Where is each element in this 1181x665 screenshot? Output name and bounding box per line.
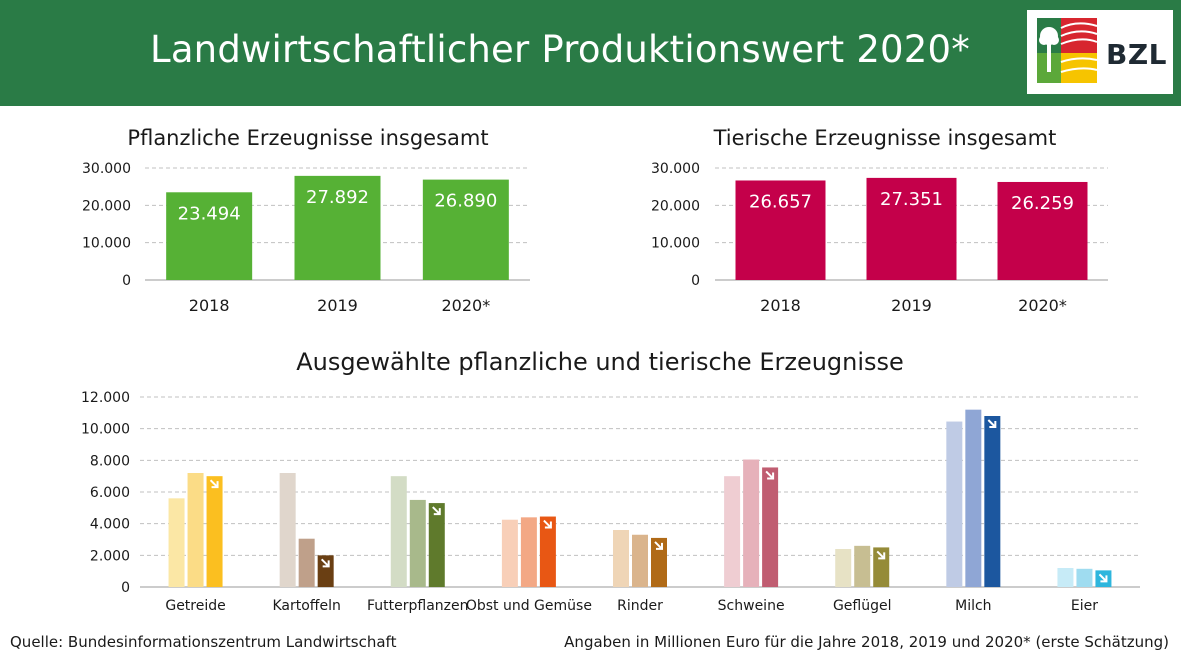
bar	[409, 499, 426, 587]
logo-emblem-icon	[1037, 18, 1098, 83]
animal-products-chart: Tierische Erzeugnisse insgesamt 0 10.000 2…	[651, 126, 1108, 315]
source-note: Quelle: Bundesinformationszentrum Landwi…	[10, 633, 397, 651]
bar	[965, 409, 982, 587]
y-tick-label: 2.000	[90, 548, 130, 564]
y-tick-label: 20.000	[82, 198, 131, 214]
y-tick-label: 8.000	[90, 453, 130, 469]
bzl-logo: BZL	[1027, 10, 1173, 94]
page-title: Landwirtschaftlicher Produktionswert 202…	[150, 28, 970, 71]
y-tick-label: 10.000	[81, 422, 130, 438]
bar	[422, 179, 509, 280]
bar	[317, 555, 334, 587]
bar	[613, 530, 629, 587]
bar	[390, 476, 407, 587]
bar	[1076, 568, 1093, 587]
bar	[651, 537, 667, 587]
bar	[298, 538, 315, 587]
bar	[166, 192, 253, 280]
y-tick-label: 4.000	[90, 517, 130, 533]
bar	[187, 473, 204, 587]
y-tick-label: 0	[122, 273, 131, 289]
y-tick-label: 30.000	[651, 161, 700, 177]
bar	[873, 547, 890, 587]
y-tick-label: 20.000	[651, 198, 700, 214]
trend-arrow-icon	[654, 541, 663, 550]
x-tick-label: 2018	[760, 296, 801, 315]
bar-value-label: 26.259	[1011, 193, 1074, 214]
y-tick-label: 30.000	[82, 161, 131, 177]
trend-arrow-icon	[1098, 573, 1108, 583]
bar	[854, 545, 871, 587]
trend-arrow-icon	[320, 558, 330, 568]
bar	[866, 177, 957, 280]
bar	[206, 476, 223, 587]
x-tick-label: 2019	[891, 296, 932, 315]
y-tick-label: 0	[691, 273, 700, 289]
x-tick-label: 2018	[189, 296, 230, 315]
bar	[501, 519, 518, 587]
bar-value-label: 23.494	[178, 203, 241, 224]
category-label: Futterpflanzen	[367, 598, 469, 614]
chart-title: Ausgewählte pflanzliche und tierische Er…	[296, 348, 904, 376]
x-tick-label: 2020*	[441, 296, 490, 315]
bar	[632, 534, 648, 587]
bar	[762, 467, 779, 587]
trend-arrow-icon	[765, 470, 775, 480]
logo-text: BZL	[1106, 38, 1167, 71]
category-label: Geflügel	[833, 598, 892, 614]
bar	[1057, 568, 1074, 587]
bar	[984, 416, 1001, 587]
bar-value-label: 27.351	[880, 189, 943, 210]
bar	[735, 180, 826, 280]
bar	[428, 503, 445, 587]
x-tick-label: 2019	[317, 296, 358, 315]
y-tick-label: 6.000	[90, 485, 130, 501]
bar-value-label: 26.657	[749, 191, 812, 212]
plant-products-chart: Pflanzliche Erzeugnisse insgesamt 0 10.00…	[82, 126, 530, 315]
y-tick-label: 0	[121, 580, 130, 596]
bar	[294, 175, 381, 280]
bar	[743, 459, 760, 587]
bar	[946, 421, 963, 587]
chart-title: Pflanzliche Erzeugnisse insgesamt	[127, 126, 488, 150]
x-tick-label: 2020*	[1018, 296, 1067, 315]
units-note: Angaben in Millionen Euro für die Jahre …	[564, 633, 1169, 651]
bar	[520, 517, 537, 587]
trend-arrow-icon	[543, 519, 552, 529]
bar	[168, 498, 185, 587]
y-tick-label: 10.000	[82, 236, 131, 252]
bar	[539, 516, 556, 587]
bar	[279, 473, 296, 587]
header-banner: Landwirtschaftlicher Produktionswert 202…	[0, 0, 1181, 106]
category-label: Obst und Gemüse	[466, 598, 592, 614]
trend-arrow-icon	[987, 419, 997, 428]
y-tick-label: 12.000	[81, 390, 130, 406]
bar	[835, 549, 852, 587]
category-label: Getreide	[165, 598, 225, 614]
chart-title: Tierische Erzeugnisse insgesamt	[713, 126, 1057, 150]
category-label: Schweine	[718, 598, 785, 614]
category-label: Milch	[955, 598, 991, 614]
trend-arrow-icon	[432, 506, 441, 516]
trend-arrow-icon	[876, 550, 886, 560]
bar-value-label: 27.892	[306, 187, 369, 208]
category-label: Eier	[1071, 598, 1098, 614]
category-label: Kartoffeln	[272, 598, 340, 614]
bar-value-label: 26.890	[434, 191, 497, 212]
trend-arrow-icon	[209, 479, 219, 489]
y-tick-label: 10.000	[651, 236, 700, 252]
selected-products-chart: Ausgewählte pflanzliche und tierische Er…	[81, 348, 1140, 614]
bar	[997, 181, 1088, 280]
category-label: Rinder	[617, 598, 663, 614]
bar	[724, 476, 741, 587]
